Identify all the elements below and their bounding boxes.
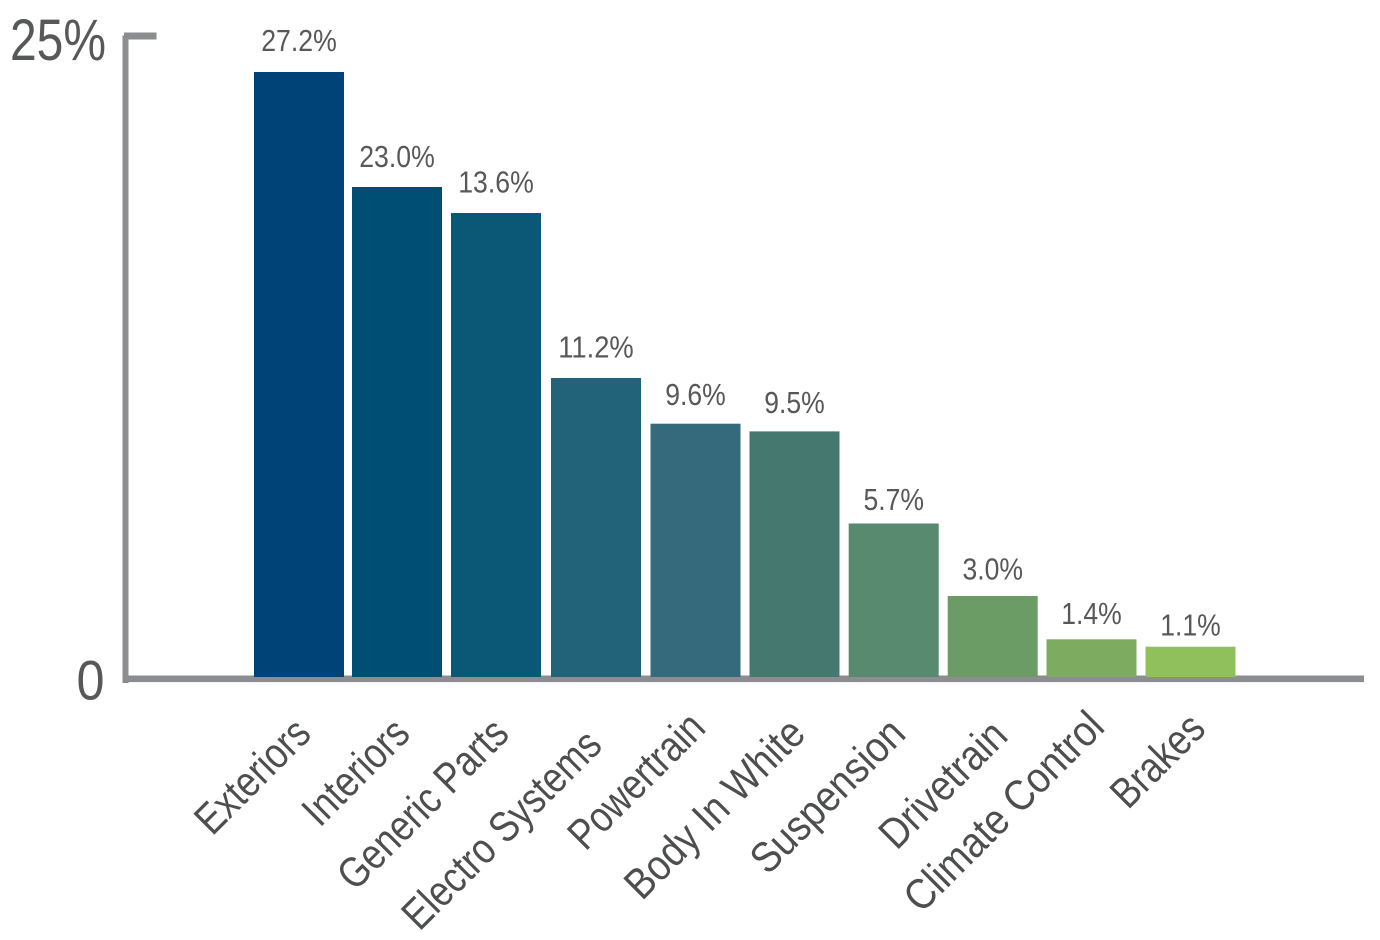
svg-text:9.6%: 9.6% xyxy=(665,377,726,412)
svg-text:5.7%: 5.7% xyxy=(863,482,924,517)
svg-text:0: 0 xyxy=(77,648,105,711)
svg-text:1.4%: 1.4% xyxy=(1061,596,1122,631)
svg-text:25%: 25% xyxy=(10,8,106,73)
svg-text:23.0%: 23.0% xyxy=(359,139,435,174)
svg-text:9.5%: 9.5% xyxy=(764,385,825,420)
svg-text:1.1%: 1.1% xyxy=(1160,607,1221,642)
svg-text:3.0%: 3.0% xyxy=(962,552,1023,587)
svg-text:13.6%: 13.6% xyxy=(458,165,534,200)
svg-text:27.2%: 27.2% xyxy=(261,23,337,58)
svg-text:11.2%: 11.2% xyxy=(558,330,634,365)
